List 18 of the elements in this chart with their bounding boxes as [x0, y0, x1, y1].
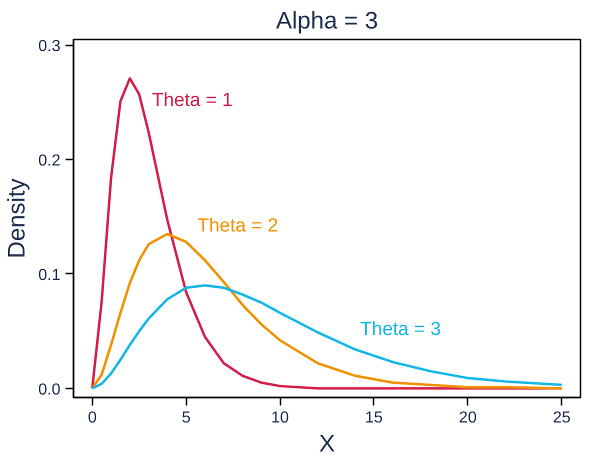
x-tick-label: 0: [88, 410, 97, 426]
x-tick-label: 25: [552, 410, 571, 426]
x-tick-label: 20: [458, 410, 477, 426]
series-label: Theta = 2: [197, 215, 278, 236]
y-tick-label: 0.3: [38, 38, 61, 56]
x-axis-title: X: [318, 430, 336, 458]
x-tick-label: 15: [365, 410, 383, 426]
y-tick-label: 0.2: [38, 152, 61, 170]
y-axis-title: Density: [3, 178, 30, 259]
x-tick-label: 5: [182, 410, 191, 426]
chart-title: Alpha = 3: [276, 8, 378, 34]
series-label: Theta = 3: [360, 318, 441, 340]
line-series: [91, 284, 563, 390]
series-label: Theta = 1: [152, 90, 233, 111]
line-series: [91, 232, 563, 390]
y-tick-label: 0.0: [38, 381, 61, 398]
x-tick-label: 10: [271, 410, 290, 426]
y-tick-label: 0.1: [38, 266, 61, 284]
